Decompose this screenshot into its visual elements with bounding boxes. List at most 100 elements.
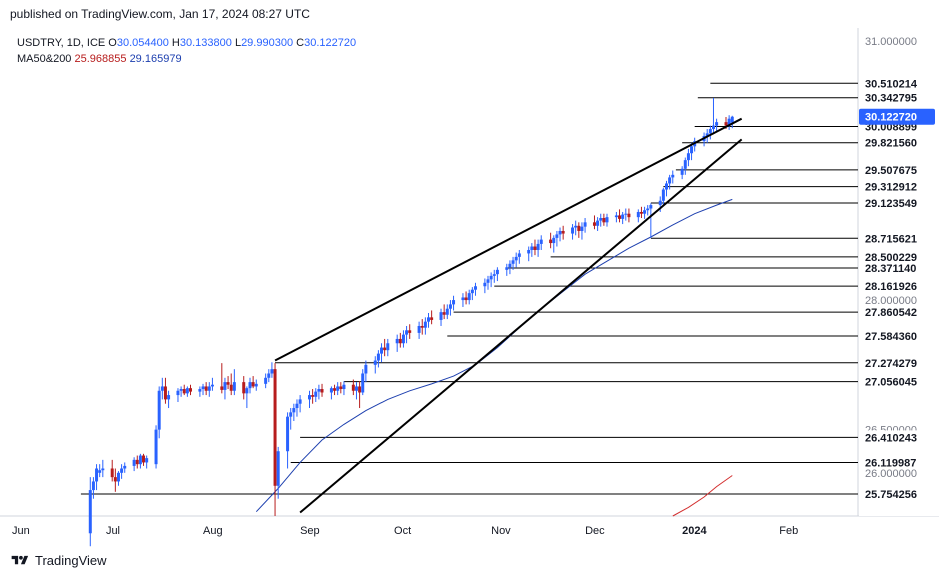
candle-body	[517, 253, 521, 257]
candle-body	[483, 282, 487, 287]
candle-body	[123, 465, 127, 469]
candle-2023-11-17	[539, 235, 543, 250]
price-label-30.510214: 30.510214	[859, 76, 933, 91]
footer-brand[interactable]: TradingView	[10, 553, 107, 568]
price-label-text: 27.860542	[865, 307, 917, 319]
candle-body	[138, 455, 142, 465]
candle-body	[596, 220, 600, 226]
candle-body	[295, 403, 299, 409]
price-label-29.507675: 29.507675	[859, 162, 933, 177]
candle-body	[627, 213, 631, 218]
candle-2023-10-23	[461, 293, 465, 307]
candle-2023-10-10	[420, 319, 424, 335]
candle-2023-10-30	[483, 278, 487, 294]
top-bar: published on TradingView.com, Jan 17, 20…	[0, 0, 939, 28]
candle-2023-12-18	[636, 209, 640, 223]
candle-2023-06-26	[88, 477, 92, 547]
candle-body	[167, 395, 171, 400]
y-tick-label-1: 28.000000	[865, 295, 917, 307]
price-label-bg	[859, 279, 933, 294]
candle-2023-06-28	[95, 464, 99, 491]
candle-body	[571, 227, 575, 234]
price-label-text: 30.342795	[865, 93, 917, 105]
candle-2023-11-14	[530, 243, 534, 257]
candle-body	[311, 395, 315, 397]
candle-2023-07-14	[145, 455, 149, 469]
candle-body	[364, 364, 368, 374]
ma-indicator-label[interactable]: MA50&200	[17, 53, 72, 65]
price-label-text: 28.715621	[865, 233, 917, 245]
y-tick-label-3: 26.000000	[865, 468, 917, 480]
candle-body	[552, 237, 556, 244]
candle-2023-08-30	[292, 403, 296, 421]
x-tick-label-2024: 2024	[682, 525, 707, 537]
candle-body	[376, 353, 380, 361]
price-chart[interactable]: 31.00000028.00000026.50000026.00000030.5…	[0, 28, 939, 548]
candle-2023-11-28	[574, 220, 578, 236]
price-label-27.274279: 27.274279	[859, 355, 933, 370]
x-tick-label-Dec: Dec	[585, 525, 605, 537]
candle-body	[270, 369, 274, 374]
symbol-label[interactable]: USDTRY, 1D, ICE	[17, 37, 106, 49]
price-label-text: 27.584360	[865, 331, 917, 343]
candle-2024-01-02	[683, 157, 687, 175]
candle-2023-07-03	[110, 459, 114, 482]
candle-body	[643, 210, 647, 214]
candle-2023-09-01	[298, 395, 302, 413]
candle-2024-01-10	[708, 125, 712, 140]
candle-body	[298, 399, 302, 404]
candle-2023-08-01	[201, 383, 205, 396]
candle-2023-12-07	[602, 213, 606, 226]
candle-2023-09-08	[320, 383, 324, 397]
candle-body	[448, 304, 452, 309]
price-label-text: 30.510214	[865, 78, 918, 90]
candle-body	[254, 383, 258, 387]
price-label-text: 27.056045	[865, 377, 917, 389]
candle-body	[661, 189, 665, 201]
high-value: 30.133800	[179, 37, 232, 49]
trendlines	[274, 117, 743, 514]
candle-body	[401, 334, 405, 344]
candle-2023-09-26	[376, 350, 380, 368]
price-label-bg	[859, 231, 933, 246]
candle-body	[561, 230, 565, 234]
candles	[88, 97, 734, 547]
candle-body	[154, 429, 158, 465]
candle-body	[336, 386, 340, 391]
candle-2023-09-04	[308, 390, 311, 409]
price-label-text: 26.410243	[865, 432, 917, 444]
candle-2023-07-31	[198, 386, 202, 397]
candle-body	[232, 382, 236, 391]
candle-body	[333, 388, 337, 391]
candle-2023-12-12	[618, 209, 622, 223]
ma-row: MA50&200 25.968855 29.165979	[17, 51, 356, 67]
candle-body	[110, 468, 114, 478]
candle-body	[621, 214, 625, 219]
candle-2023-11-13	[527, 246, 531, 262]
candle-body	[727, 118, 731, 126]
candle-2023-10-27	[473, 282, 477, 296]
current-price-badge: 30.122720	[859, 108, 935, 125]
candle-body	[705, 133, 709, 136]
candle-body	[142, 455, 146, 463]
price-label-bg	[859, 374, 933, 389]
candle-body	[439, 312, 443, 320]
candle-body	[639, 211, 643, 214]
candle-2023-10-31	[486, 275, 490, 290]
candle-2023-08-08	[223, 377, 227, 400]
candle-body	[273, 369, 277, 486]
price-label-28.371140: 28.371140	[859, 261, 933, 276]
candle-2023-11-10	[517, 249, 521, 264]
candle-body	[686, 153, 690, 161]
price-label-25.754256: 25.754256	[859, 487, 933, 502]
candle-2023-11-16	[536, 239, 540, 257]
candle-2023-09-21	[361, 369, 365, 396]
open-label: O	[108, 37, 117, 49]
candle-body	[204, 386, 208, 391]
candle-2023-11-02	[492, 269, 496, 283]
price-label-28.500229: 28.500229	[859, 249, 933, 264]
candle-body	[549, 239, 553, 244]
candle-2023-07-11	[135, 455, 139, 469]
candle-2024-01-16	[727, 115, 731, 130]
candle-body	[495, 269, 499, 275]
